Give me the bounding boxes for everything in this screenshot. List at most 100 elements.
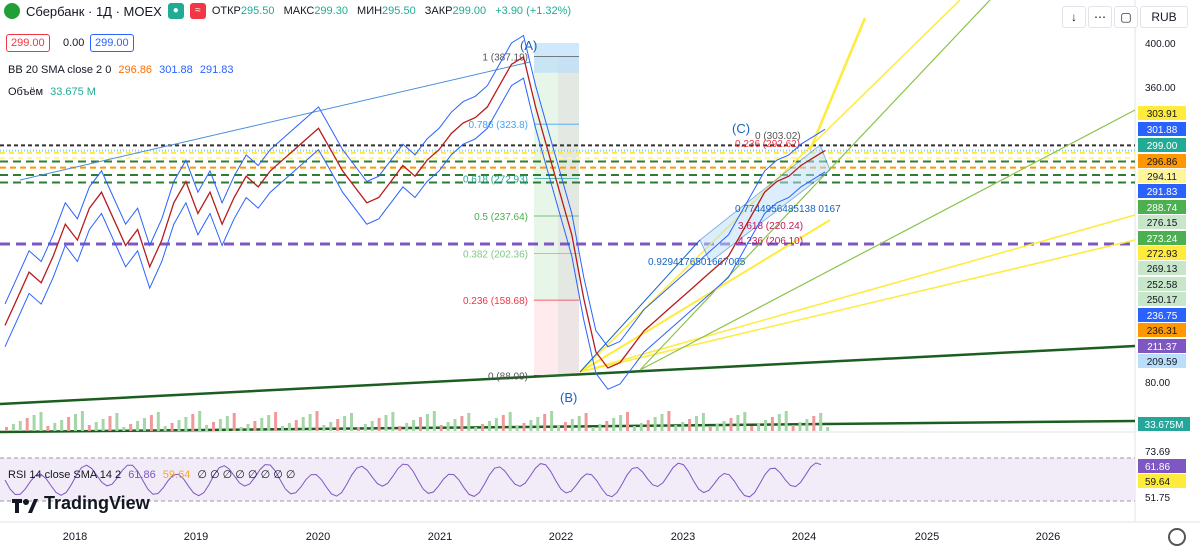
price-label-bg — [1138, 154, 1186, 168]
price-series — [4, 55, 826, 369]
price-label-bg — [1138, 261, 1186, 275]
tradingview-logo[interactable]: TradingView — [12, 493, 150, 514]
volume-bar — [212, 422, 215, 431]
price-label: 250.17 — [1147, 295, 1178, 306]
volume-bar — [688, 419, 692, 431]
volume-bar — [67, 417, 71, 431]
x-tick-label: 2025 — [915, 531, 939, 543]
volume-bar — [467, 413, 471, 431]
volume-bar — [322, 425, 326, 431]
fib-zone-blue — [534, 43, 579, 73]
spread-value: 0.00 — [63, 37, 85, 49]
volume-bar — [391, 412, 395, 431]
bb-lower — [4, 77, 826, 390]
price-label: 276.15 — [1147, 218, 1178, 229]
trend-line — [579, 214, 1136, 373]
volume-bar — [488, 421, 491, 431]
price-label: 211.37 — [1147, 342, 1177, 353]
bb-indicator-legend[interactable]: BB 20 SMA close 2 0 296.86 301.88 291.83 — [8, 64, 234, 76]
volume-bar — [550, 411, 554, 431]
volume-bar — [294, 420, 298, 431]
ask-price[interactable]: 299.00 — [90, 34, 134, 52]
price-label: 209.59 — [1147, 357, 1178, 368]
volume-legend[interactable]: Объём 33.675 M — [8, 86, 96, 98]
price-label-bg — [1138, 138, 1186, 152]
volume-bar — [605, 421, 609, 431]
chart-header: Сбербанк · 1Д · MOEX ● ≈ ОТКР295.50 МАКС… — [0, 0, 577, 22]
volume-bar — [53, 423, 57, 431]
volume-bar — [87, 425, 91, 431]
volume-bar — [274, 412, 278, 431]
volume-bar — [626, 412, 629, 431]
trend-line — [808, 17, 867, 151]
price-label-bg — [1138, 354, 1186, 368]
tradingview-logo-icon — [12, 497, 38, 513]
volume-bar — [791, 425, 795, 431]
volume-bar — [481, 424, 485, 431]
wave-annotation: 0.7744956485138 0167 — [735, 204, 841, 215]
fib-ext-label: 0 (303.02) — [755, 131, 801, 142]
maximize-button[interactable]: ▢ — [1114, 6, 1138, 28]
price-label-bg — [1138, 184, 1186, 198]
volume-bar — [708, 427, 712, 431]
fib-ext-label: 4.236 (206.10) — [738, 236, 803, 247]
volume-bar — [398, 426, 402, 431]
volume-bar — [805, 419, 809, 431]
fib-level-label: 0.382 (202.36) — [463, 250, 528, 261]
ohlc-values: ОТКР295.50 МАКС299.30 МИН295.50 ЗАКР299.… — [211, 5, 572, 17]
volume-bar — [412, 420, 416, 431]
volume-bar — [515, 426, 519, 431]
price-label: 301.88 — [1147, 125, 1178, 136]
symbol-title[interactable]: Сбербанк · 1Д · MOEX — [26, 3, 162, 19]
volume-bar — [570, 419, 574, 431]
x-tick-label: 2023 — [671, 531, 695, 543]
volume-bar — [598, 424, 602, 431]
volume-bar — [619, 415, 623, 431]
volume-bar — [308, 414, 312, 431]
price-tick-label: 360.00 — [1145, 83, 1176, 94]
volume-bar — [419, 417, 422, 431]
bid-price[interactable]: 299.00 — [6, 34, 50, 52]
volume-bar — [543, 414, 547, 431]
volume-bar — [722, 421, 726, 431]
volume-bar — [363, 424, 367, 431]
rsi-tick-label: 51.75 — [1145, 493, 1170, 504]
volume-bar — [757, 423, 761, 431]
volume-bar — [94, 422, 98, 431]
fib-level-label: 0.618 (272.93) — [463, 174, 528, 185]
fib-ext-label: 3.618 (220.24) — [738, 221, 803, 232]
more-options-button[interactable]: ⋯ — [1088, 6, 1112, 28]
volume-bar — [557, 425, 560, 431]
volume-bar — [115, 413, 119, 431]
volume-bar — [612, 418, 616, 431]
volume-bar — [529, 420, 533, 431]
volume-bar — [281, 426, 284, 431]
x-tick-label: 2026 — [1036, 531, 1060, 543]
currency-select[interactable]: RUB — [1140, 6, 1188, 28]
sber-logo-icon — [4, 3, 20, 19]
price-label-bg — [1138, 277, 1186, 291]
volume-bar — [287, 423, 291, 431]
volume-bar — [39, 412, 43, 431]
market-status-icon[interactable]: ≈ — [189, 3, 206, 19]
trend-line — [579, 219, 831, 373]
fib-level-label: 1 (387.19) — [482, 53, 528, 64]
rsi-tick-bg — [1138, 459, 1186, 473]
price-label: 269.13 — [1147, 264, 1178, 275]
volume-bar — [198, 411, 202, 431]
x-tick-label: 2019 — [184, 531, 208, 543]
status-green-icon: ● — [167, 3, 184, 19]
rsi-legend[interactable]: RSI 14 close SMA 14 2 61.86 59.64 ∅ ∅ ∅ … — [8, 469, 296, 481]
price-change: +3.90 (+1.32%) — [495, 5, 572, 17]
volume-bar — [184, 417, 188, 431]
settings-gear-icon[interactable] — [1168, 528, 1186, 546]
volume-bar — [474, 427, 478, 431]
volume-bar — [584, 413, 588, 431]
price-label-bg — [1138, 169, 1186, 183]
volume-bar — [563, 422, 567, 431]
volume-bar — [729, 418, 733, 431]
volume-bar — [695, 416, 698, 431]
volume-bar — [632, 426, 636, 431]
scroll-down-button[interactable]: ↓ — [1062, 6, 1086, 28]
